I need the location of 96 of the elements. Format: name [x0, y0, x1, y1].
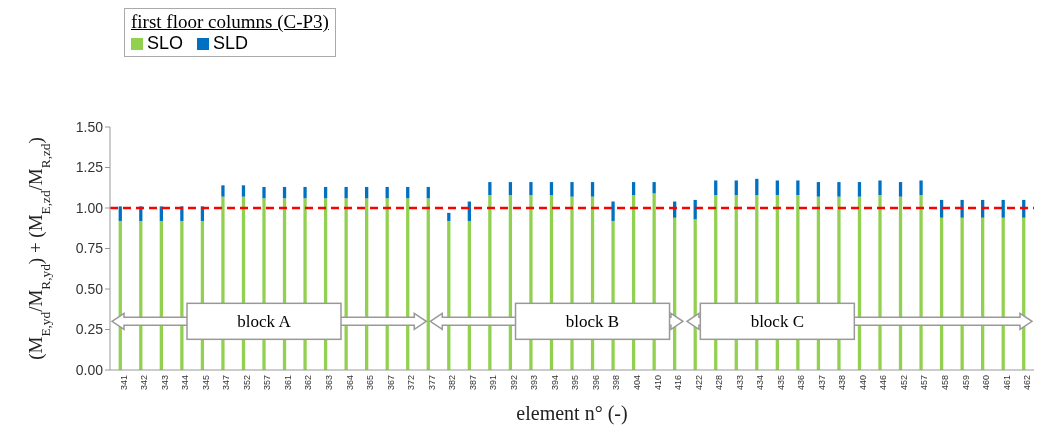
- x-tick-label: 404: [631, 375, 642, 391]
- x-tick-label: 457: [919, 375, 930, 391]
- x-tick-label: 394: [549, 375, 560, 391]
- x-tick-label: 422: [693, 375, 704, 391]
- x-tick-label: 428: [714, 375, 725, 391]
- x-tick-label: 372: [406, 375, 417, 391]
- bar: [159, 206, 163, 221]
- y-tick-label: 1.00: [75, 199, 104, 216]
- bar: [857, 182, 862, 197]
- x-tick-label: 396: [590, 375, 601, 391]
- legend-label: SLD: [212, 33, 249, 54]
- bar: [221, 185, 225, 197]
- bar: [344, 198, 348, 370]
- y-tick-label: 0.00: [75, 361, 104, 378]
- bar: [775, 180, 779, 196]
- bar: [570, 182, 574, 197]
- x-tick-label: 382: [447, 375, 458, 391]
- x-tick-label: 459: [960, 375, 971, 391]
- bar: [631, 182, 636, 196]
- x-tick-label: 357: [262, 375, 273, 391]
- bar: [590, 182, 595, 197]
- x-tick-label: 362: [303, 375, 314, 391]
- bar: [488, 195, 492, 370]
- bar: [549, 182, 554, 196]
- bar: [878, 180, 882, 196]
- x-tick-label: 377: [426, 375, 437, 391]
- bar: [919, 180, 923, 196]
- y-tick-label: 1.50: [75, 118, 104, 135]
- bar: [837, 182, 841, 197]
- x-tick-label: 458: [939, 375, 950, 391]
- y-tick-label: 0.50: [75, 280, 104, 297]
- x-tick-label: 410: [652, 375, 663, 391]
- x-tick-label: 392: [508, 375, 519, 391]
- x-tick-label: 460: [981, 375, 992, 391]
- bar: [960, 199, 964, 218]
- x-tick-label: 452: [898, 375, 909, 391]
- x-tick-label: 343: [159, 375, 170, 391]
- x-tick-label: 342: [139, 375, 150, 391]
- bar: [898, 182, 903, 197]
- x-tick-label: 398: [611, 375, 622, 391]
- x-tick-label: 387: [467, 375, 478, 391]
- x-tick-label: 345: [200, 375, 211, 391]
- bar: [796, 180, 800, 196]
- y-tick-label: 1.25: [75, 159, 104, 176]
- x-tick-label: 364: [344, 375, 355, 391]
- bar: [303, 186, 307, 199]
- bar: [508, 182, 513, 196]
- x-tick-label: 393: [529, 375, 540, 391]
- bar: [878, 195, 882, 370]
- x-tick-label: 462: [1022, 375, 1033, 391]
- annotation: block C: [750, 312, 805, 332]
- bar: [426, 198, 430, 370]
- x-tick-label: 367: [385, 375, 396, 391]
- x-tick-label: 440: [857, 375, 868, 391]
- x-tick-label: 352: [241, 375, 252, 391]
- bar: [180, 220, 184, 370]
- bar: [241, 185, 246, 197]
- x-tick-label: 395: [570, 375, 581, 391]
- x-tick-label: 435: [775, 375, 786, 391]
- bar: [816, 182, 821, 197]
- annotation: block B: [565, 312, 620, 332]
- x-tick-label: 438: [837, 375, 848, 391]
- x-tick-label: 344: [180, 375, 191, 391]
- bar: [180, 206, 184, 221]
- x-tick-label: 341: [118, 375, 129, 391]
- y-tick-label: 0.25: [75, 321, 104, 338]
- x-tick-label: 433: [734, 375, 745, 391]
- x-tick-label: 391: [488, 375, 499, 391]
- legend-label: SLO: [146, 33, 184, 54]
- x-tick-label: 347: [221, 375, 232, 391]
- legend-title: first floor columns (C-P3): [131, 11, 329, 33]
- y-tick-label: 0.75: [75, 240, 104, 257]
- x-tick-label: 363: [323, 375, 334, 391]
- bar: [611, 201, 615, 221]
- bar: [262, 186, 266, 199]
- bar: [652, 182, 656, 194]
- bar: [1001, 199, 1005, 218]
- bar: [960, 217, 964, 370]
- x-tick-label: 436: [796, 375, 807, 391]
- x-tick-label: 416: [673, 375, 684, 391]
- bar: [755, 178, 759, 196]
- x-tick-label: 434: [755, 375, 766, 391]
- bar: [919, 195, 923, 370]
- bar: [118, 206, 122, 221]
- x-tick-label: 446: [878, 375, 889, 391]
- x-tick-label: 437: [816, 375, 827, 391]
- bar: [714, 180, 718, 196]
- bar: [488, 182, 492, 196]
- x-tick-label: 361: [282, 375, 293, 391]
- bar: [734, 180, 738, 196]
- bar: [344, 186, 348, 199]
- x-axis-title: element n° (-): [516, 402, 628, 425]
- annotation: block A: [237, 312, 292, 332]
- x-tick-label: 365: [365, 375, 376, 391]
- x-tick-label: 461: [1001, 375, 1012, 391]
- bar: [529, 182, 533, 196]
